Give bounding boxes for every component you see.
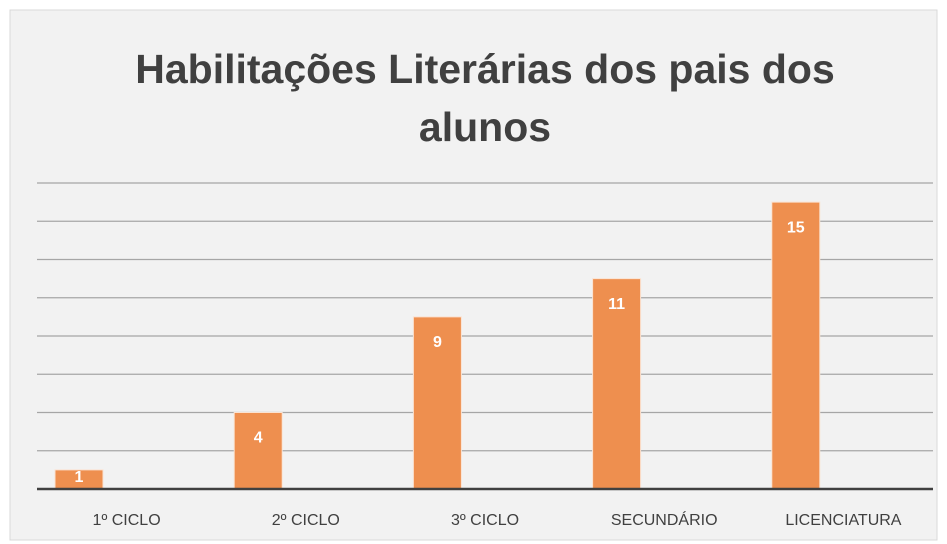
x-tick-label: 3º CICLO — [451, 512, 519, 529]
data-label: 4 — [254, 430, 263, 447]
bar — [233, 412, 283, 490]
data-label: 9 — [433, 334, 442, 351]
x-tick-label: LICENCIATURA — [785, 512, 901, 529]
x-tick-label: 1º CICLO — [93, 512, 161, 529]
x-tick-label: SECUNDÁRIO — [611, 510, 718, 529]
chart-title: Habilitações Literárias dos pais dos alu… — [135, 46, 835, 150]
data-label: 11 — [608, 296, 625, 313]
data-label: 15 — [787, 219, 805, 236]
bar — [771, 201, 821, 490]
bar — [592, 278, 642, 490]
x-tick-label: 2º CICLO — [272, 512, 340, 529]
data-label: 1 — [75, 469, 84, 486]
